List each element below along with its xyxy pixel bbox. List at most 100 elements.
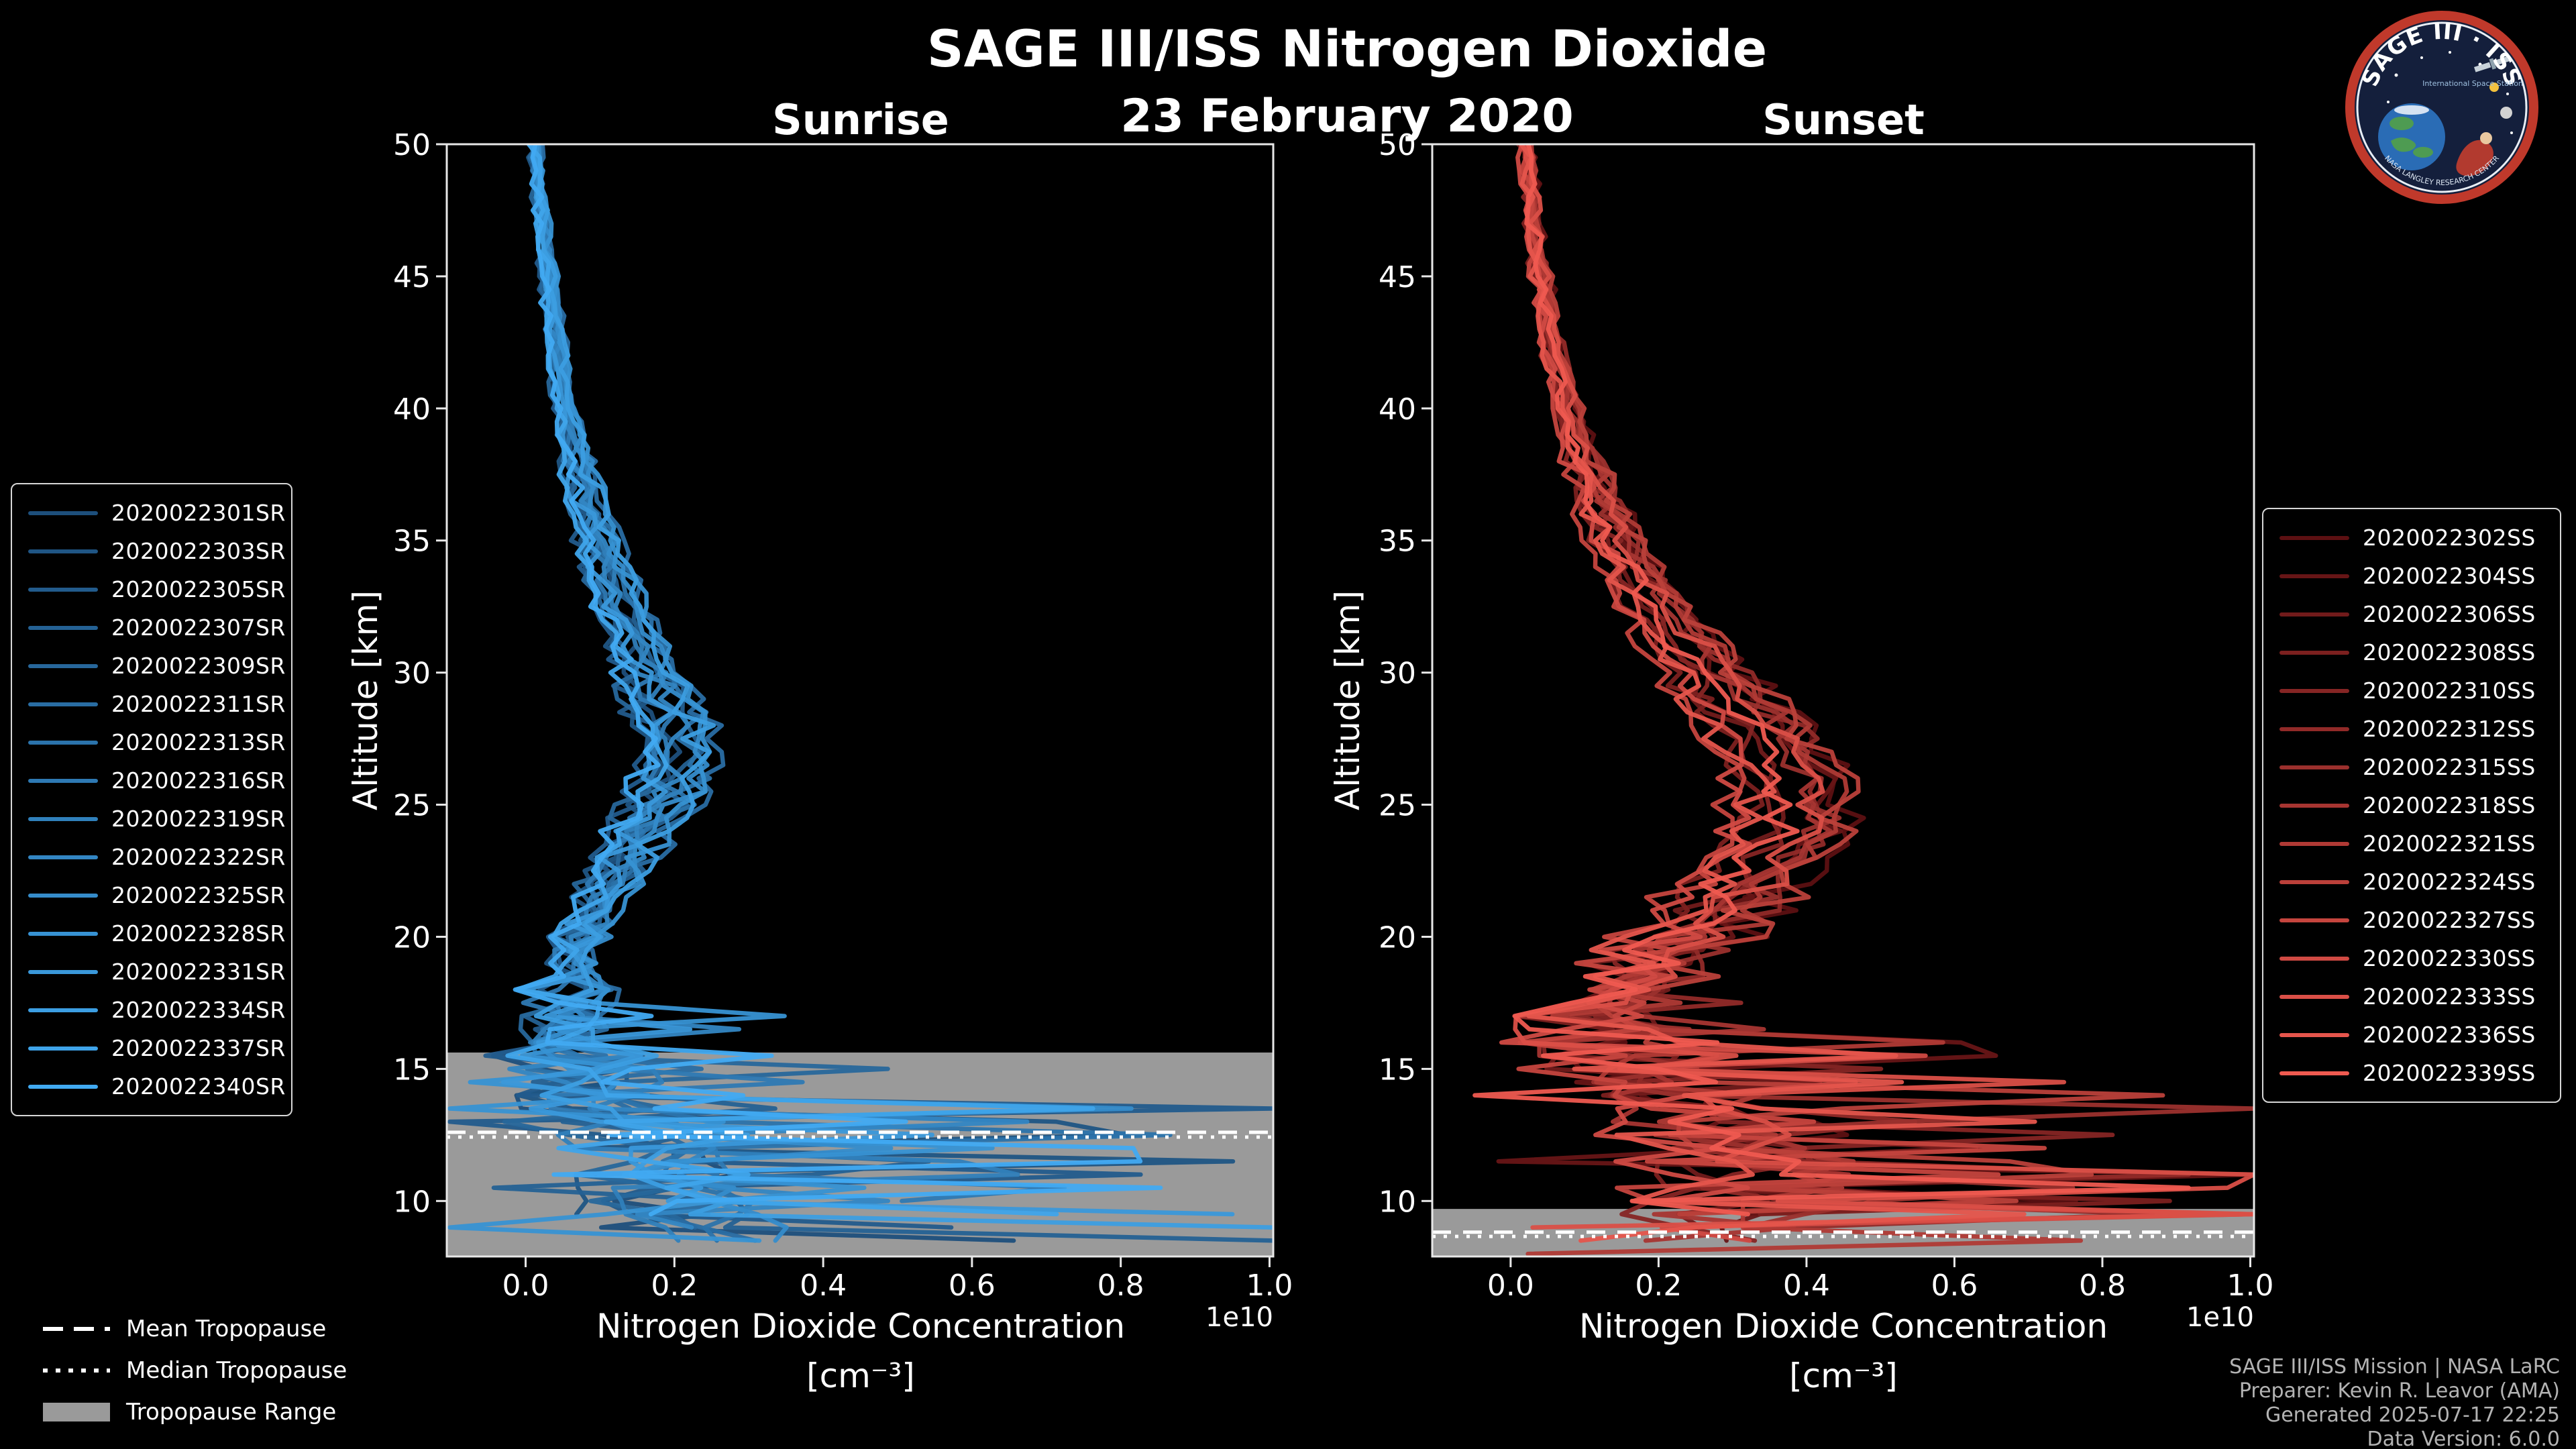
legend-label: Median Tropopause <box>126 1357 347 1384</box>
x-axis-offset-label: 1e10 <box>1205 1302 1273 1333</box>
legend-line-sample <box>28 816 98 821</box>
x-tick-label: 0.6 <box>1931 1269 1978 1303</box>
y-tick-label: 45 <box>393 260 431 294</box>
logo-moon-icon <box>2500 107 2512 119</box>
legend-line-sample <box>28 740 98 745</box>
date-subtitle: 23 February 2020 <box>1120 90 1574 143</box>
profile-line <box>500 144 1235 1217</box>
y-tick-label: 30 <box>1379 657 1416 691</box>
y-tick-label: 20 <box>393 920 431 955</box>
legend-line-sample <box>28 931 98 936</box>
y-tick-label: 10 <box>1379 1185 1416 1219</box>
x-axis-offset-label: 1e10 <box>2186 1302 2254 1333</box>
logo-inner-ring <box>2356 21 2528 193</box>
legend-label: Mean Tropopause <box>126 1316 327 1342</box>
logo-stars <box>2387 51 2513 134</box>
legend-item: 2020022308SS <box>2263 633 2560 672</box>
profile-line <box>1472 144 2191 1217</box>
legend-item: 2020022304SS <box>2263 557 2560 595</box>
legend-label: 2020022322SR <box>111 844 286 870</box>
legend-item: 2020022315SS <box>2263 748 2560 786</box>
legend-item: 2020022303SR <box>12 532 291 570</box>
legend-line-sample <box>2279 841 2349 846</box>
legend-line-sample <box>2279 765 2349 769</box>
sunrise-plot: 0.0 0.2 0.4 0.6 0.8 1.0 10 15 20 25 30 35 40 45 50 1e10 <box>393 128 1293 1333</box>
sunset-x-axis-units: [cm⁻³] <box>1789 1356 1898 1395</box>
data-version: Data Version: 6.0.0 <box>2367 1428 2560 1449</box>
legend-label: 2020022325SR <box>111 882 286 908</box>
x-tick-label: 0.2 <box>651 1269 698 1303</box>
legend-line-sample <box>2279 612 2349 616</box>
sunrise-legend: 2020022301SR 2020022303SR 2020022305SR 2020… <box>11 483 292 1116</box>
profile-line <box>1519 144 2037 1243</box>
legend-item: 2020022333SS <box>2263 977 2560 1016</box>
legend-line-sample <box>2279 1071 2349 1075</box>
mission-credit: SAGE III/ISS Mission | NASA LaRC <box>2229 1355 2560 1379</box>
legend-item: 2020022318SS <box>2263 786 2560 824</box>
legend-label: 2020022328SR <box>111 920 286 947</box>
legend-item: 2020022340SR <box>12 1067 291 1106</box>
legend-label: 2020022306SS <box>2363 601 2536 627</box>
legend-label: 2020022302SS <box>2363 525 2536 551</box>
sunset-x-axis-label: Nitrogen Dioxide Concentration <box>1578 1307 2108 1346</box>
legend-label: 2020022308SS <box>2363 639 2536 665</box>
logo-sun-icon <box>2489 83 2499 92</box>
legend-label: 2020022311SR <box>111 691 286 717</box>
legend-item: 2020022321SS <box>2263 824 2560 863</box>
legend-line-sample <box>28 549 98 553</box>
legend-item: 2020022306SS <box>2263 595 2560 633</box>
logo-iss-icon <box>2474 55 2512 72</box>
y-tick-label: 40 <box>393 392 431 427</box>
median-tropopause-line-sample <box>43 1368 110 1373</box>
legend-line-sample <box>28 969 98 974</box>
profile-line <box>1513 144 2254 1230</box>
legend-label: 2020022301SR <box>111 500 286 526</box>
legend-line-sample <box>2279 918 2349 922</box>
legend-item: 2020022325SR <box>12 876 291 914</box>
legend-item: 2020022322SR <box>12 838 291 876</box>
legend-item: 2020022302SS <box>2263 519 2560 557</box>
x-tick-label: 1.0 <box>1246 1269 1293 1303</box>
legend-line-sample <box>28 663 98 668</box>
sunrise-panel-title: Sunrise <box>772 95 949 144</box>
sunset-legend: 2020022302SS 2020022304SS 2020022306SS 2020… <box>2262 508 2561 1103</box>
legend-item: 2020022316SR <box>12 761 291 800</box>
legend-item: 2020022331SR <box>12 953 291 991</box>
x-tick-label: 0.2 <box>1635 1269 1682 1303</box>
legend-label: 2020022315SS <box>2363 754 2536 780</box>
legend-line-sample <box>28 702 98 706</box>
sunset-y-axis-label: Altitude [km] <box>1328 590 1367 810</box>
legend-label: 2020022340SR <box>111 1073 286 1099</box>
median-tropopause-legend-item: Median Tropopause <box>43 1350 347 1391</box>
legend-label: 2020022318SS <box>2363 792 2536 818</box>
page-title: SAGE III/ISS Nitrogen Dioxide <box>926 19 1768 78</box>
legend-item: 2020022334SR <box>12 991 291 1029</box>
sunrise-x-axis-units: [cm⁻³] <box>806 1356 915 1395</box>
legend-label: 2020022330SS <box>2363 945 2536 971</box>
legend-label: 2020022333SS <box>2363 983 2536 1010</box>
legend-line-sample <box>2279 1032 2349 1037</box>
legend-label: 2020022309SR <box>111 653 286 679</box>
credits-block: SAGE III/ISS Mission | NASA LaRC Prepare… <box>2229 1355 2560 1449</box>
legend-item: 2020022310SS <box>2263 672 2560 710</box>
legend-item: 2020022301SR <box>12 494 291 532</box>
y-tick-label: 15 <box>1379 1053 1416 1087</box>
y-tick-label: 40 <box>1379 392 1416 427</box>
legend-item: 2020022319SR <box>12 800 291 838</box>
legend-item: 2020022311SR <box>12 685 291 723</box>
legend-item: 2020022324SS <box>2263 863 2560 901</box>
logo-earth <box>2378 103 2445 170</box>
legend-line-sample <box>2279 688 2349 693</box>
legend-item: 2020022327SS <box>2263 901 2560 939</box>
legend-item: 2020022307SR <box>12 608 291 647</box>
x-tick-label: 0.4 <box>800 1269 847 1303</box>
sage-iii-iss-logo: SAGE III · ISS International Space Stati… <box>2345 11 2538 204</box>
preparer-credit: Preparer: Kevin R. Leavor (AMA) <box>2239 1379 2560 1403</box>
axes-spines <box>1431 143 2255 1258</box>
y-tick-label: 25 <box>1379 789 1416 823</box>
legend-item: 2020022312SS <box>2263 710 2560 748</box>
y-tick-label: 45 <box>1379 260 1416 294</box>
y-tick-label: 50 <box>1379 128 1416 162</box>
profile-line <box>513 144 1163 1217</box>
legend-label: 2020022337SR <box>111 1035 286 1061</box>
